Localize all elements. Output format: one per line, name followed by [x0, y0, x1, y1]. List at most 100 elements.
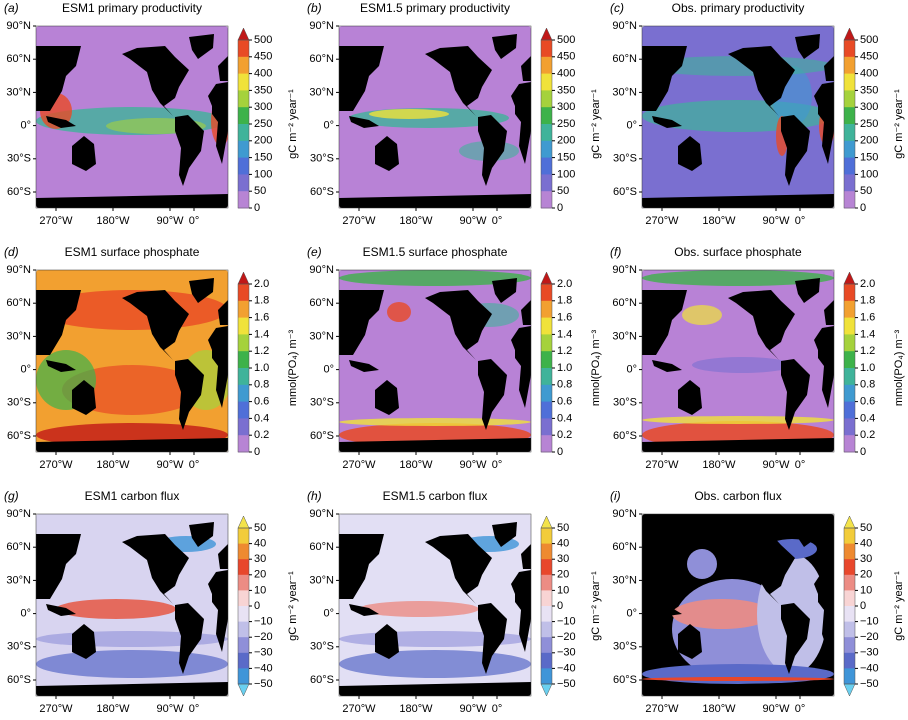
lat-tick-label: 30°N — [612, 330, 637, 342]
colorbar-segment — [238, 435, 249, 453]
lat-tick-label: 90°N — [6, 20, 31, 32]
colorbar-segment — [541, 40, 552, 58]
colorbar-tick-label: 40 — [860, 538, 872, 550]
map-body — [339, 270, 531, 452]
colorbar-tick-label: 100 — [557, 168, 575, 180]
colorbar-segment — [844, 574, 855, 591]
lon-tick-label: 0° — [795, 215, 806, 227]
lat-tick-label: 90°N — [6, 508, 31, 520]
colorbar-segment — [238, 56, 249, 75]
colorbar-segment — [844, 191, 855, 209]
colorbar-segment — [238, 300, 249, 319]
colorbar-tick-label: 1.6 — [254, 312, 269, 324]
colorbar-tick-label: 0.4 — [860, 412, 875, 424]
colorbar-tick-label: 0.8 — [254, 379, 269, 391]
lon-tick-label: 90°W — [156, 215, 184, 227]
lon-tick-label: 0° — [189, 215, 200, 227]
ocean-field — [687, 549, 717, 579]
colorbar-segment — [238, 351, 249, 369]
colorbar-tick-label: 1.2 — [254, 345, 269, 357]
lat-tick-label: 0° — [626, 608, 637, 620]
colorbar-segment — [844, 543, 855, 560]
lat-tick-label: 30°S — [310, 641, 334, 653]
panel-title: Obs. primary productivity — [672, 1, 805, 15]
lat-tick-label: 30°N — [6, 86, 31, 98]
colorbar-tick-label: 500 — [254, 34, 272, 46]
colorbar-segment — [844, 652, 855, 669]
map — [641, 513, 835, 697]
colorbar-extend-top — [237, 515, 250, 529]
lat-tick-label: 60°N — [309, 541, 334, 553]
ocean-field — [62, 365, 202, 415]
colorbar-extend-top — [540, 27, 553, 41]
colorbar-tick-label: 0.8 — [860, 379, 875, 391]
colorbar-tick-label: 20 — [860, 569, 872, 581]
colorbar-segment — [541, 140, 552, 159]
lat-tick-label: 30°S — [310, 153, 334, 165]
lon-tick-label: 0° — [492, 703, 503, 715]
lon-tick-label: 180°W — [96, 215, 130, 227]
colorbar-tick-label: 1.6 — [860, 312, 875, 324]
colorbar-segment — [844, 140, 855, 159]
lat-tick-label: 60°S — [310, 430, 334, 442]
colorbar-segment — [844, 606, 855, 623]
lat-tick-label: 60°S — [613, 674, 637, 686]
lon-tick-label: 90°W — [762, 703, 790, 715]
panel-title: ESM1 primary productivity — [62, 1, 202, 15]
lat-tick-label: 0° — [20, 608, 31, 620]
panel-label: (c) — [610, 1, 624, 15]
colorbar-tick-label: 0 — [254, 600, 260, 612]
colorbar-extend-top — [237, 27, 250, 41]
panel-label: (b) — [307, 1, 322, 15]
colorbar-segment — [238, 334, 249, 352]
colorbar-segment — [844, 157, 855, 175]
ocean-field — [387, 302, 411, 322]
lat-tick-label: 30°S — [310, 397, 334, 409]
colorbar-segment — [238, 528, 249, 545]
colorbar-extend-top — [540, 271, 553, 285]
lon-tick-label: 0° — [795, 703, 806, 715]
colorbar-segment — [541, 191, 552, 209]
ocean-field — [36, 650, 228, 678]
map — [338, 25, 532, 209]
colorbar-segment — [238, 559, 249, 576]
colorbar-tick-label: 200 — [557, 135, 575, 147]
colorbar-extend-bottom — [237, 683, 250, 697]
colorbar-tick-label: 250 — [860, 118, 878, 130]
map-frame — [338, 269, 532, 453]
lat-tick-label: 30°S — [613, 397, 637, 409]
colorbar-extend-bottom — [540, 683, 553, 697]
colorbar-segment — [844, 528, 855, 545]
colorbar-segment — [238, 401, 249, 419]
colorbar-segment — [238, 574, 249, 591]
lon-tick-label: 90°W — [156, 459, 184, 471]
panel-label: (e) — [307, 245, 322, 259]
lat-tick-label: 60°N — [6, 297, 31, 309]
lat-tick-label: 30°S — [613, 153, 637, 165]
lon-tick-label: 270°W — [39, 215, 73, 227]
colorbar-tick-label: 0.4 — [557, 412, 572, 424]
colorbar-tick-label: 450 — [254, 51, 272, 63]
colorbar-segment — [238, 40, 249, 58]
map-body — [36, 270, 228, 452]
colorbar-tick-label: 1.6 — [557, 312, 572, 324]
colorbar-unit: mmol(PO₄) m⁻³ — [287, 330, 299, 407]
map-body — [642, 26, 834, 208]
panel-label: (g) — [4, 489, 19, 503]
lat-tick-label: 30°S — [613, 641, 637, 653]
colorbar-segment — [541, 300, 552, 319]
colorbar-tick-label: 1.8 — [254, 295, 269, 307]
colorbar-tick-label: 150 — [254, 152, 272, 164]
lon-tick-label: 0° — [189, 459, 200, 471]
lat-tick-label: 0° — [323, 608, 334, 620]
colorbar-tick-label: 0 — [860, 446, 866, 458]
colorbar-tick-label: 20 — [254, 569, 266, 581]
colorbar-tick-label: 0 — [557, 600, 563, 612]
colorbar-segment — [541, 543, 552, 560]
lat-tick-label: 60°S — [7, 674, 31, 686]
colorbar-segment — [844, 73, 855, 91]
colorbar-tick-label: 2.0 — [254, 278, 269, 290]
panel-title: ESM1.5 primary productivity — [360, 1, 510, 15]
lon-tick-label: 270°W — [342, 459, 376, 471]
colorbar-tick-label: 150 — [557, 152, 575, 164]
